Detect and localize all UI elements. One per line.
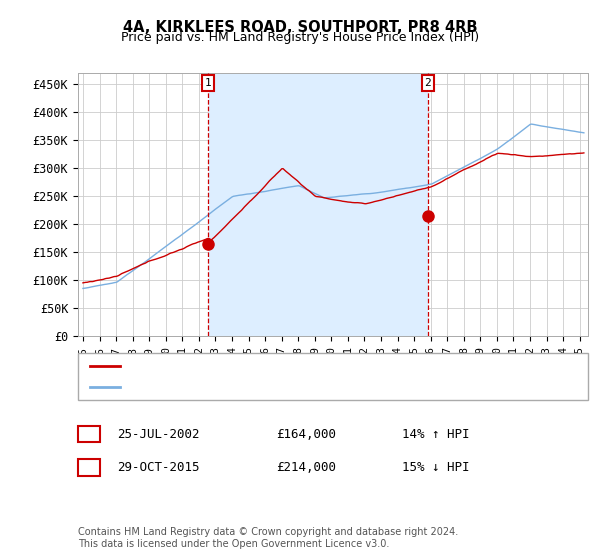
Text: 1: 1 xyxy=(205,78,212,88)
Text: £214,000: £214,000 xyxy=(276,461,336,474)
Text: Contains HM Land Registry data © Crown copyright and database right 2024.
This d: Contains HM Land Registry data © Crown c… xyxy=(78,527,458,549)
Text: 15% ↓ HPI: 15% ↓ HPI xyxy=(402,461,470,474)
Text: Price paid vs. HM Land Registry's House Price Index (HPI): Price paid vs. HM Land Registry's House … xyxy=(121,31,479,44)
Text: 2: 2 xyxy=(85,461,92,474)
Text: 14% ↑ HPI: 14% ↑ HPI xyxy=(402,427,470,441)
Text: £164,000: £164,000 xyxy=(276,427,336,441)
Text: 25-JUL-2002: 25-JUL-2002 xyxy=(117,427,199,441)
Text: 1: 1 xyxy=(85,427,92,441)
Text: 2: 2 xyxy=(425,78,431,88)
Text: 4A, KIRKLEES ROAD, SOUTHPORT, PR8 4RB (detached house): 4A, KIRKLEES ROAD, SOUTHPORT, PR8 4RB (d… xyxy=(129,361,493,371)
Text: HPI: Average price, detached house, Sefton: HPI: Average price, detached house, Seft… xyxy=(129,382,413,392)
Text: 29-OCT-2015: 29-OCT-2015 xyxy=(117,461,199,474)
Text: 4A, KIRKLEES ROAD, SOUTHPORT, PR8 4RB: 4A, KIRKLEES ROAD, SOUTHPORT, PR8 4RB xyxy=(123,20,477,35)
